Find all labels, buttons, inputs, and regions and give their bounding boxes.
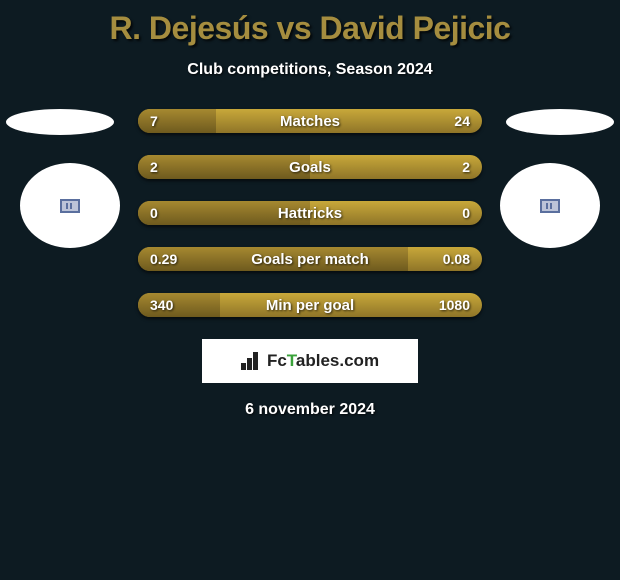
brand-chart-icon	[241, 352, 263, 370]
stat-label: Goals per match	[138, 247, 482, 271]
stat-label: Goals	[138, 155, 482, 179]
brand-text: FcTables.com	[267, 351, 379, 371]
brand-badge: FcTables.com	[202, 339, 418, 383]
date-label: 6 november 2024	[0, 401, 620, 419]
player-flag-left	[6, 109, 114, 135]
stat-label: Matches	[138, 109, 482, 133]
stat-bar: 7Matches24	[138, 109, 482, 133]
club-crest-icon	[540, 199, 560, 213]
stat-value-right: 24	[454, 109, 470, 133]
club-logo-right	[500, 163, 600, 248]
stat-bar: 340Min per goal1080	[138, 293, 482, 317]
subtitle: Club competitions, Season 2024	[0, 61, 620, 79]
stat-bar: 0Hattricks0	[138, 201, 482, 225]
stat-value-right: 0	[462, 201, 470, 225]
comparison-panel: 7Matches24 2Goals2 0Hattricks0 0.29Goals pe…	[0, 109, 620, 419]
stat-value-right: 2	[462, 155, 470, 179]
stat-label: Hattricks	[138, 201, 482, 225]
club-logo-left	[20, 163, 120, 248]
stat-value-right: 0.08	[443, 247, 470, 271]
stat-value-right: 1080	[439, 293, 470, 317]
stat-bars: 7Matches24 2Goals2 0Hattricks0 0.29Goals pe…	[138, 109, 482, 317]
stat-bar: 0.29Goals per match0.08	[138, 247, 482, 271]
player-flag-right	[506, 109, 614, 135]
club-crest-icon	[60, 199, 80, 213]
stat-label: Min per goal	[138, 293, 482, 317]
page-title: R. Dejesús vs David Pejicic	[0, 0, 620, 47]
stat-bar: 2Goals2	[138, 155, 482, 179]
